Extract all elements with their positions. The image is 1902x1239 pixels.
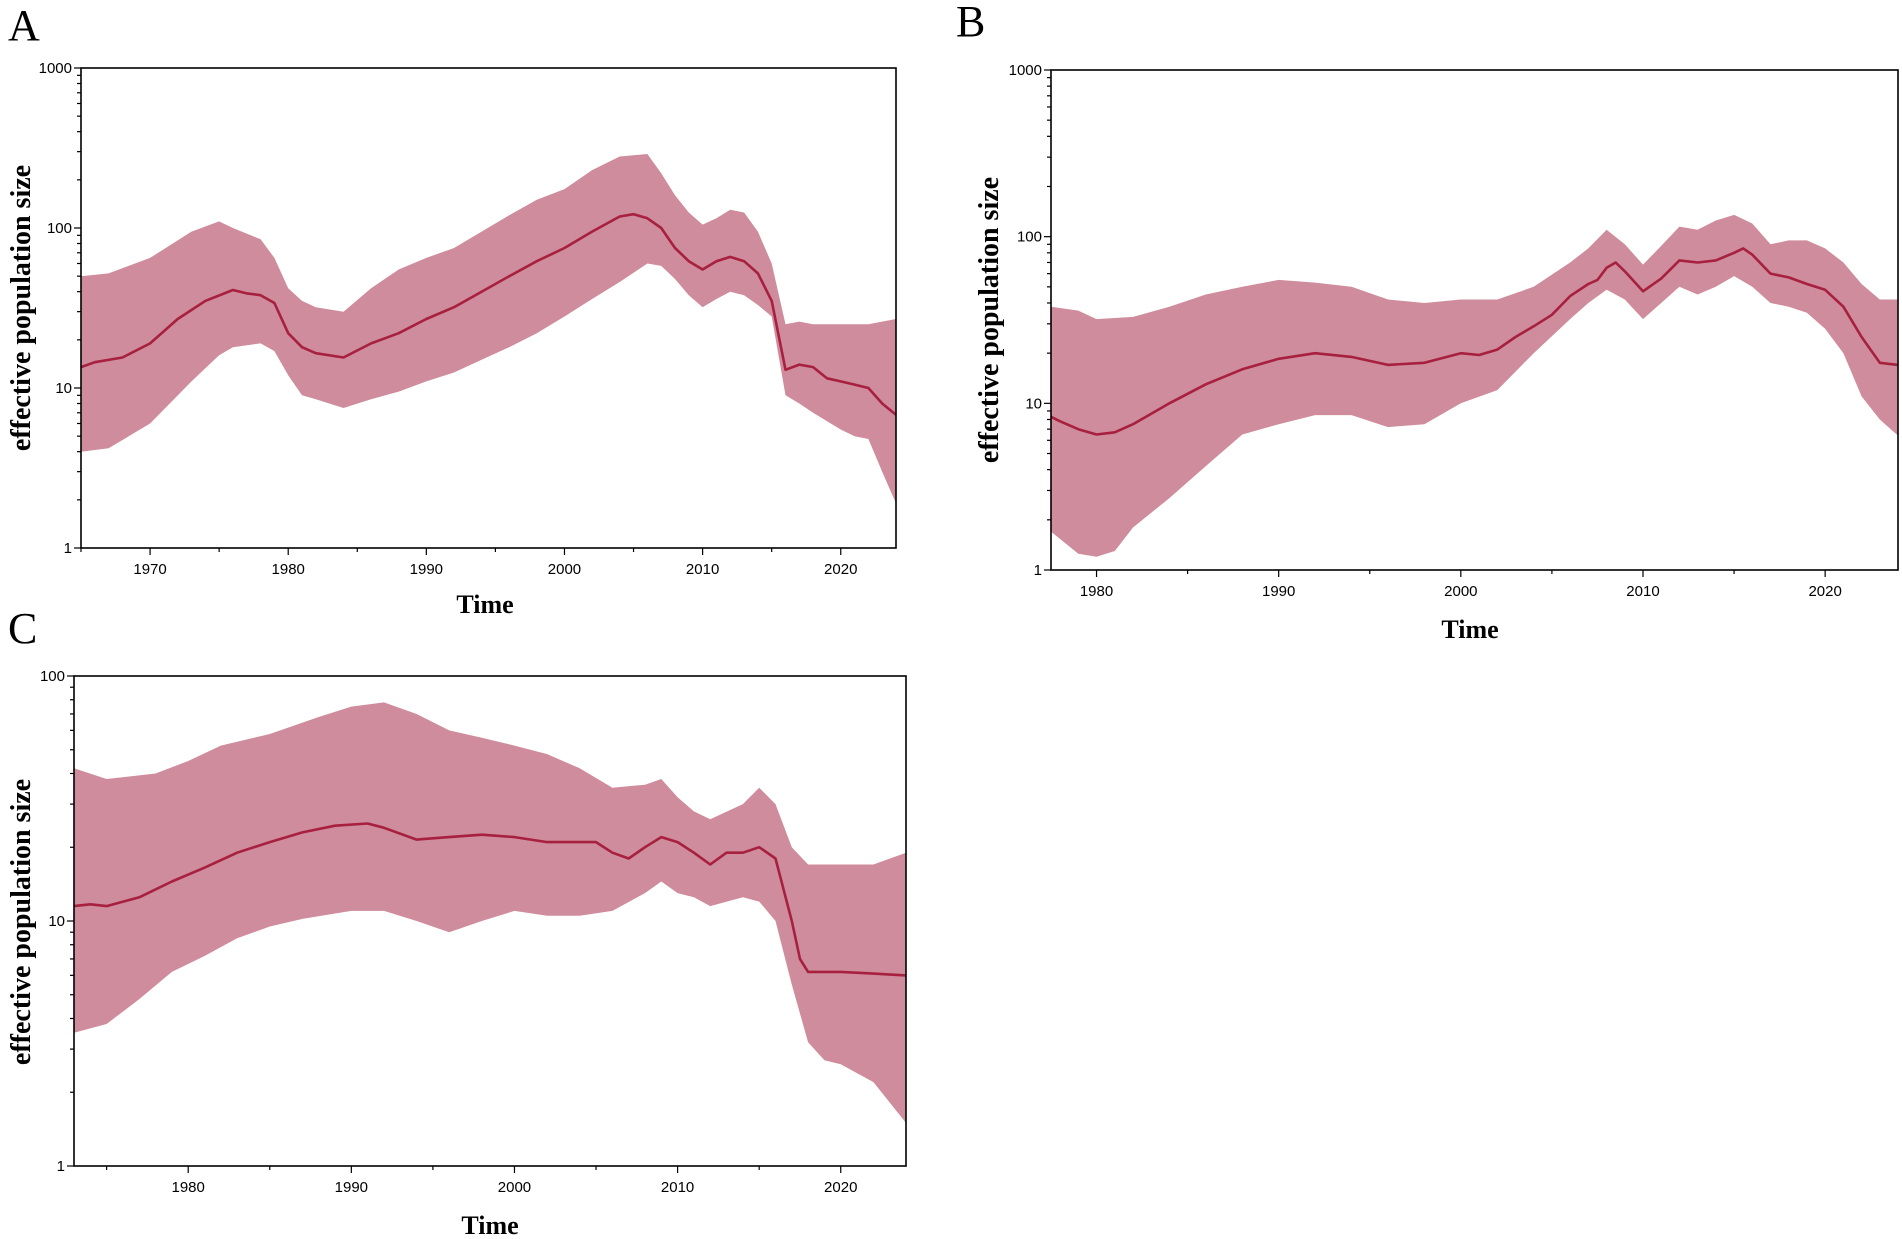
- x-tick-label: 2010: [686, 561, 719, 578]
- x-tick-label: 1990: [1262, 583, 1295, 600]
- y-tick-label: 1: [64, 540, 72, 557]
- plot-frame: [80, 67, 897, 549]
- y-tick-label: 10: [1025, 395, 1042, 412]
- confidence-band: [81, 154, 896, 504]
- y-axis-label: effective population size: [974, 177, 1005, 463]
- x-axis-label: Time: [461, 1211, 518, 1239]
- confidence-band: [1051, 214, 1898, 557]
- x-tick-label: 1990: [410, 561, 443, 578]
- x-tick-label: 2000: [548, 561, 581, 578]
- panel-c: C 1 10 100 1980 1990 2000 2010 2020 effective …: [6, 604, 907, 1239]
- median-line: [1050, 247, 1899, 436]
- x-tick-label: 2010: [1626, 583, 1659, 600]
- confidence-band: [74, 702, 906, 1123]
- x-tick-label: 2000: [1444, 583, 1477, 600]
- x-tick-label: 1990: [335, 1179, 368, 1196]
- x-tick-label: 2000: [498, 1179, 531, 1196]
- x-tick-label: 1980: [272, 561, 305, 578]
- y-tick-label: 1000: [39, 60, 72, 77]
- panel-letter: B: [956, 0, 985, 46]
- x-tick-label: 2020: [1808, 583, 1841, 600]
- y-tick-label: 1000: [1009, 62, 1042, 79]
- median-line: [80, 212, 897, 416]
- y-tick-label: 1: [57, 1158, 65, 1175]
- x-tick-label: 2020: [824, 1179, 857, 1196]
- y-tick-label: 1: [1034, 562, 1042, 579]
- x-tick-label: 2010: [661, 1179, 694, 1196]
- x-tick-label: 1980: [172, 1179, 205, 1196]
- x-axis-label: Time: [1441, 615, 1498, 644]
- y-tick-label: 100: [47, 220, 72, 237]
- y-tick-label: 100: [40, 668, 65, 685]
- x-tick-label: 2020: [824, 561, 857, 578]
- y-axis-label: effective population size: [6, 165, 37, 451]
- y-tick-label: 10: [48, 913, 65, 930]
- x-tick-label: 1980: [1080, 583, 1113, 600]
- panel-b: B 1 10 100 1000 1980 1990 2000 2010 2020 effect…: [956, 0, 1899, 644]
- y-tick-label: 10: [55, 380, 72, 397]
- median-line: [73, 822, 907, 977]
- panel-letter: A: [8, 1, 40, 50]
- plot-frame: [1050, 69, 1899, 571]
- y-axis-label: effective population size: [6, 779, 37, 1065]
- x-tick-label: 1970: [133, 561, 166, 578]
- panel-letter: C: [8, 604, 37, 653]
- y-tick-label: 100: [1017, 229, 1042, 246]
- plot-frame: [73, 675, 907, 1167]
- x-axis-label: Time: [456, 590, 513, 619]
- panel-a: A 1 10 100 1000 1970 1980 1990 2000 2010 2020 ef…: [6, 1, 897, 619]
